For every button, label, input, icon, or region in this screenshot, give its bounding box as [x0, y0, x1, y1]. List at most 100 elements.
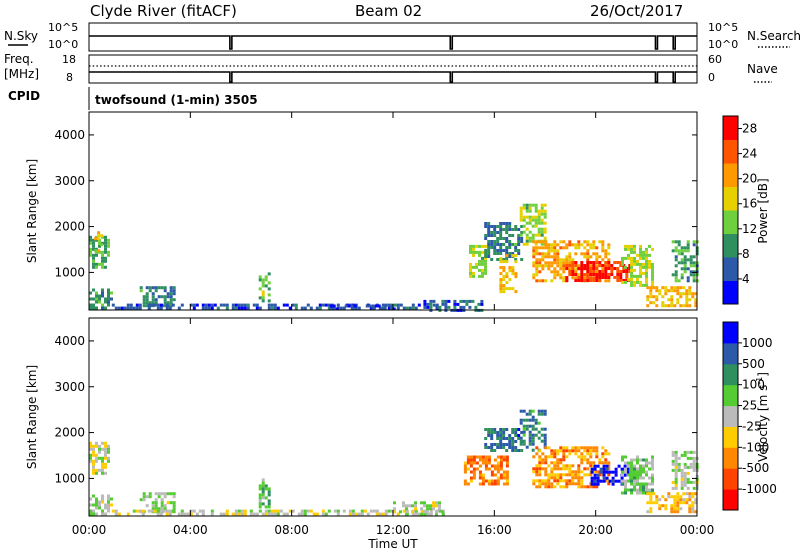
heatmap-cell	[679, 286, 683, 290]
heatmap-cell	[414, 507, 417, 511]
heatmap-cell	[321, 512, 325, 516]
heatmap-cell	[92, 465, 95, 469]
heatmap-cell	[402, 504, 405, 508]
heatmap-cell	[126, 512, 130, 516]
heatmap-cell	[499, 455, 503, 459]
heatmap-cell	[688, 492, 692, 496]
heatmap-cell	[535, 485, 539, 489]
heatmap-cell	[499, 290, 503, 294]
y-tick-label: 4000	[54, 334, 85, 348]
noise-right-tick-top: 10^5	[708, 21, 738, 34]
heatmap-cell	[568, 240, 572, 244]
heatmap-cell	[204, 306, 208, 310]
heatmap-cell	[525, 424, 529, 428]
heatmap-cell	[532, 470, 536, 474]
heatmap-cell	[596, 476, 600, 480]
heatmap-cell	[611, 482, 615, 486]
heatmap-cell	[525, 215, 529, 219]
heatmap-cell	[623, 473, 627, 477]
heatmap-cell	[300, 306, 304, 310]
noise-trace	[89, 35, 697, 50]
heatmap-cell	[646, 286, 650, 290]
heatmap-cell	[303, 512, 307, 516]
heatmap-cell	[565, 482, 569, 486]
heatmap-cell	[583, 467, 587, 471]
heatmap-cell	[667, 304, 671, 308]
heatmap-cell	[487, 243, 491, 246]
heatmap-cell	[645, 256, 648, 260]
heatmap-cell	[441, 510, 444, 514]
heatmap-cell	[107, 450, 110, 454]
heatmap-cell	[496, 446, 500, 449]
heatmap-cell	[384, 512, 388, 516]
heatmap-cell	[192, 306, 196, 310]
heatmap-cell	[472, 467, 476, 471]
heatmap-cell	[639, 482, 642, 486]
heatmap-cell	[580, 276, 584, 279]
heatmap-cell	[520, 225, 524, 228]
heatmap-cell	[673, 507, 677, 511]
heatmap-cell	[677, 252, 681, 256]
colorbar-tick-label: -1000	[742, 482, 777, 496]
heatmap-cell	[505, 458, 509, 462]
heatmap-cell	[676, 298, 680, 302]
heatmap-cell	[559, 461, 563, 465]
heatmap-cell	[680, 267, 684, 271]
heatmap-cell	[540, 221, 544, 225]
heatmap-cell	[519, 421, 523, 425]
heatmap-cell	[89, 297, 92, 301]
heatmap-cell	[583, 485, 587, 489]
heatmap-cell	[556, 458, 560, 462]
heatmap-cell	[583, 255, 587, 259]
heatmap-cell	[614, 479, 618, 483]
heatmap-cell	[478, 250, 481, 254]
heatmap-cell	[255, 512, 259, 516]
heatmap-cell	[630, 265, 633, 269]
heatmap-cell	[499, 287, 503, 291]
heatmap-cell	[487, 255, 491, 258]
heatmap-cell	[652, 301, 656, 305]
heatmap-cell	[101, 306, 104, 310]
heatmap-cell	[670, 289, 674, 293]
heatmap-cell	[540, 427, 544, 431]
heatmap-cell	[649, 501, 653, 505]
heatmap-cell	[520, 240, 524, 243]
heatmap-cell	[636, 259, 639, 263]
heatmap-cell	[610, 270, 614, 273]
heatmap-cell	[472, 473, 476, 477]
heatmap-cell	[348, 512, 352, 516]
heatmap-cell	[201, 306, 205, 310]
heatmap-cell	[478, 268, 481, 272]
freq-label: Freq.	[4, 52, 34, 66]
heatmap-cell	[543, 221, 547, 225]
heatmap-cell	[107, 244, 110, 248]
heatmap-cell	[201, 509, 205, 513]
heatmap-cell	[583, 264, 587, 267]
heatmap-cell	[481, 271, 484, 275]
heatmap-cell	[332, 307, 336, 311]
heatmap-cell	[686, 249, 690, 253]
heatmap-cell	[98, 444, 101, 448]
heatmap-cell	[519, 409, 523, 413]
heatmap-cell	[645, 470, 648, 474]
heatmap-cell	[692, 276, 696, 280]
heatmap-cell	[493, 473, 497, 477]
heatmap-cell	[95, 497, 98, 501]
colorbar-tick-label: 100	[742, 378, 765, 392]
heatmap-cell	[598, 261, 602, 264]
heatmap-cell	[535, 246, 539, 250]
heatmap-cell	[670, 301, 674, 305]
heatmap-cell	[577, 267, 581, 270]
heatmap-cell	[107, 497, 110, 501]
heatmap-cell	[469, 458, 473, 462]
heatmap-cell	[471, 299, 475, 303]
heatmap-cell	[172, 507, 176, 511]
heatmap-cell	[98, 447, 101, 451]
heatmap-cell	[129, 303, 133, 307]
heatmap-cell	[589, 270, 593, 273]
heatmap-cell	[532, 240, 536, 244]
heatmap-cell	[680, 471, 684, 475]
heatmap-cell	[525, 203, 529, 207]
heatmap-cell	[426, 305, 430, 309]
heatmap-cell	[532, 467, 536, 471]
